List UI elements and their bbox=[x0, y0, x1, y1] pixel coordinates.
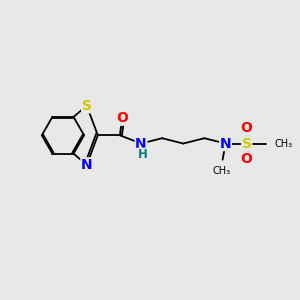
Text: N: N bbox=[81, 158, 93, 172]
Text: H: H bbox=[137, 148, 147, 161]
Text: CH₃: CH₃ bbox=[212, 166, 230, 176]
Text: S: S bbox=[242, 136, 252, 151]
Text: O: O bbox=[116, 111, 128, 125]
Text: N: N bbox=[220, 136, 231, 151]
Text: N: N bbox=[135, 136, 147, 151]
Text: CH₃: CH₃ bbox=[274, 139, 293, 148]
Text: O: O bbox=[241, 121, 253, 135]
Text: S: S bbox=[82, 99, 92, 113]
Text: O: O bbox=[241, 152, 253, 166]
